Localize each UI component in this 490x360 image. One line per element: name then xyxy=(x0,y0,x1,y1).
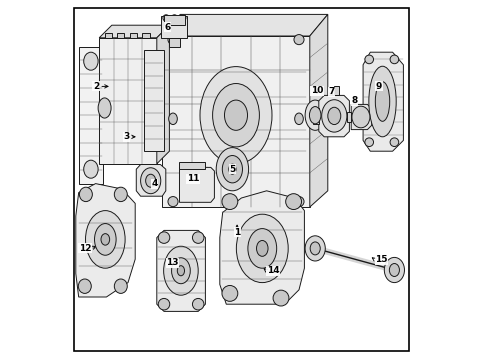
Ellipse shape xyxy=(168,197,178,207)
Ellipse shape xyxy=(84,52,98,70)
Bar xyxy=(117,33,124,38)
Ellipse shape xyxy=(172,258,190,284)
Ellipse shape xyxy=(222,156,243,183)
Ellipse shape xyxy=(352,106,370,128)
Text: 12: 12 xyxy=(79,244,91,253)
Polygon shape xyxy=(162,16,187,38)
Ellipse shape xyxy=(257,240,268,256)
Text: 7: 7 xyxy=(328,87,335,96)
Text: 9: 9 xyxy=(376,82,382,91)
Ellipse shape xyxy=(390,138,399,147)
Polygon shape xyxy=(310,14,328,207)
Ellipse shape xyxy=(224,100,247,130)
Ellipse shape xyxy=(390,55,399,64)
Polygon shape xyxy=(346,112,351,122)
Text: 10: 10 xyxy=(311,86,323,95)
Polygon shape xyxy=(179,162,205,169)
Polygon shape xyxy=(363,52,403,151)
Ellipse shape xyxy=(369,66,396,137)
Ellipse shape xyxy=(390,264,399,276)
Ellipse shape xyxy=(294,35,304,45)
Ellipse shape xyxy=(193,232,204,243)
Ellipse shape xyxy=(365,138,373,147)
Ellipse shape xyxy=(146,174,156,187)
Text: 2: 2 xyxy=(93,82,99,91)
Text: 11: 11 xyxy=(187,174,199,183)
Ellipse shape xyxy=(101,234,110,245)
Ellipse shape xyxy=(222,194,238,210)
Ellipse shape xyxy=(294,197,304,207)
Ellipse shape xyxy=(310,107,321,124)
Bar xyxy=(143,33,149,38)
Ellipse shape xyxy=(114,279,127,293)
Ellipse shape xyxy=(164,246,198,295)
Ellipse shape xyxy=(158,232,170,243)
Text: 5: 5 xyxy=(229,165,236,174)
Ellipse shape xyxy=(84,160,98,178)
Ellipse shape xyxy=(229,164,236,174)
Ellipse shape xyxy=(158,298,170,310)
Polygon shape xyxy=(170,38,180,47)
Ellipse shape xyxy=(78,279,91,293)
Polygon shape xyxy=(220,191,304,304)
Polygon shape xyxy=(79,47,103,184)
Polygon shape xyxy=(162,14,328,36)
Polygon shape xyxy=(164,15,185,25)
Ellipse shape xyxy=(98,98,111,118)
Ellipse shape xyxy=(179,15,186,21)
Bar xyxy=(104,33,112,38)
Ellipse shape xyxy=(328,107,341,125)
Ellipse shape xyxy=(114,187,127,202)
Ellipse shape xyxy=(177,266,185,276)
Ellipse shape xyxy=(384,257,404,283)
Ellipse shape xyxy=(286,194,301,210)
Text: 1: 1 xyxy=(234,228,240,237)
Polygon shape xyxy=(319,95,349,137)
Ellipse shape xyxy=(193,298,204,310)
Ellipse shape xyxy=(294,113,303,125)
Polygon shape xyxy=(351,104,372,130)
Polygon shape xyxy=(76,184,135,297)
Bar xyxy=(130,33,137,38)
Polygon shape xyxy=(136,165,166,196)
Ellipse shape xyxy=(213,84,259,147)
Text: 3: 3 xyxy=(123,132,130,141)
Ellipse shape xyxy=(171,15,178,21)
Ellipse shape xyxy=(200,67,272,164)
Ellipse shape xyxy=(86,211,125,268)
Polygon shape xyxy=(144,50,164,151)
Polygon shape xyxy=(99,25,170,38)
Polygon shape xyxy=(157,25,170,164)
Ellipse shape xyxy=(169,113,177,125)
Ellipse shape xyxy=(273,290,289,306)
Polygon shape xyxy=(314,108,319,124)
Ellipse shape xyxy=(79,187,92,202)
Ellipse shape xyxy=(216,148,248,191)
Ellipse shape xyxy=(305,236,325,261)
Polygon shape xyxy=(162,36,310,207)
Ellipse shape xyxy=(321,100,347,132)
Text: 15: 15 xyxy=(375,256,388,264)
Text: 8: 8 xyxy=(352,96,358,105)
Ellipse shape xyxy=(365,55,373,64)
Ellipse shape xyxy=(168,35,178,45)
Polygon shape xyxy=(99,38,157,164)
Ellipse shape xyxy=(375,82,390,121)
Ellipse shape xyxy=(163,15,170,21)
Ellipse shape xyxy=(248,229,277,268)
Text: 14: 14 xyxy=(267,266,279,275)
Text: 6: 6 xyxy=(165,22,171,31)
Text: 13: 13 xyxy=(166,258,178,267)
Ellipse shape xyxy=(222,285,238,301)
Ellipse shape xyxy=(305,100,325,130)
Polygon shape xyxy=(334,86,339,95)
Ellipse shape xyxy=(141,168,161,194)
Ellipse shape xyxy=(236,214,288,283)
Ellipse shape xyxy=(95,224,116,255)
Polygon shape xyxy=(157,230,205,311)
Ellipse shape xyxy=(310,242,320,255)
Polygon shape xyxy=(179,167,215,202)
Text: 4: 4 xyxy=(151,179,157,188)
